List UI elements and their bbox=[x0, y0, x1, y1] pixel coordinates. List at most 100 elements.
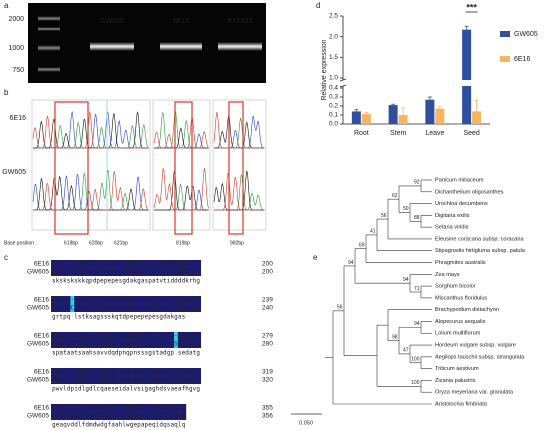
sequence-end: 356 bbox=[262, 413, 273, 420]
trace bbox=[213, 170, 265, 211]
highlight-box bbox=[174, 101, 193, 235]
error-bar bbox=[427, 96, 432, 100]
trace bbox=[153, 117, 209, 149]
error-bar bbox=[391, 103, 396, 106]
bootstrap-label: 94 bbox=[348, 260, 354, 266]
y-tick-label: 0.3 bbox=[329, 94, 338, 101]
y-tick-label: 0.0 bbox=[329, 121, 338, 128]
sequence-name: 6E16 bbox=[34, 405, 50, 412]
bootstrap-label: 62 bbox=[392, 193, 398, 199]
leaf-label: Dichanthelium oligosanthes bbox=[435, 189, 504, 195]
lane-label: BTX623 bbox=[227, 18, 252, 25]
ladder-label: 2000 bbox=[8, 16, 24, 23]
leaf-label: Zea mays bbox=[435, 272, 460, 278]
bar bbox=[398, 115, 408, 124]
axis-break-gap bbox=[339, 80, 490, 86]
lane-label: 6E16 bbox=[173, 18, 189, 25]
variant-highlight bbox=[70, 296, 75, 312]
sequence-name: 6E16 bbox=[34, 333, 50, 340]
leaf-label: Miscanthus floridulus bbox=[435, 295, 487, 301]
trace bbox=[33, 110, 149, 149]
bar bbox=[425, 99, 435, 124]
y-tick-label: 1.5 bbox=[329, 54, 338, 61]
sequence: SPATAATSAAHSAVVDQDPNQPNSSSGSTADGPSSEDATG bbox=[52, 341, 200, 348]
leaf-label: Sorghum bicolor bbox=[435, 284, 476, 290]
sequence-name: 6E16 bbox=[34, 297, 50, 304]
leaf-label: Stipagrostis hirtigluma subsp. patula bbox=[435, 248, 526, 254]
y-tick-label: 0.4 bbox=[329, 85, 338, 92]
leaf-label: Hordeum vulgare subsp. vulgare bbox=[435, 343, 516, 349]
sequence: SKSKSKSNKQPDPEPEPESGDAKGASPATVTIDDDDKRHG bbox=[52, 269, 200, 276]
sequence-name: 6E16 bbox=[34, 369, 50, 376]
bootstrap-label: 41 bbox=[370, 229, 376, 235]
y-tick-label: 0.2 bbox=[329, 103, 338, 110]
position-label: 819bp bbox=[176, 240, 190, 246]
leaf-label: Lolium multiflorum bbox=[435, 331, 481, 337]
consensus: geaqvddlfdmdwdgfaahlwgepapeqidqsaqlq bbox=[52, 422, 186, 429]
alignment-block bbox=[51, 368, 201, 384]
sequence: GRTPQ-LSTKSAGSSSKTNSKQTDPEPEPEPESGDAKGAS bbox=[52, 297, 200, 304]
bootstrap-label: 94 bbox=[403, 277, 409, 283]
leaf-label: Alopecurus aequalis bbox=[435, 319, 486, 325]
row-label: GW605 bbox=[2, 169, 26, 176]
legend-swatch bbox=[500, 56, 510, 62]
panel-label: c bbox=[4, 253, 8, 262]
y-tick-label: 1.0 bbox=[329, 75, 338, 82]
leaf-label: Zizania palustris bbox=[435, 378, 476, 384]
x-tick-label: Stem bbox=[390, 130, 407, 137]
position-label: 619bp bbox=[64, 240, 78, 246]
leaf-label: Eleusine coracana subsp. coracana bbox=[435, 236, 525, 242]
leaf-label: Phragmites australis bbox=[435, 260, 486, 266]
panel-label: d bbox=[316, 1, 320, 10]
bootstrap-label: 56 bbox=[337, 305, 343, 311]
bootstrap-label: 100 bbox=[411, 357, 420, 363]
ladder-label: 1000 bbox=[8, 45, 24, 52]
trace bbox=[33, 175, 149, 211]
leaf-label: Triticum aestivum bbox=[435, 366, 479, 372]
sequence-name: GW605 bbox=[27, 413, 49, 420]
y-tick-label: 2.0 bbox=[329, 33, 338, 40]
sequence: GRTPQCLSTKSAGSSSKTNSKQTDPEPEPEPESGDAKGAS bbox=[52, 305, 200, 312]
sequence-name: GW605 bbox=[27, 269, 49, 276]
bootstrap-label: 88 bbox=[414, 215, 420, 221]
bootstrap-label: 69 bbox=[359, 243, 365, 249]
trace bbox=[153, 167, 209, 211]
consensus: skskskskkqpdpepepesgdakgaspatvtiddddkrhg bbox=[52, 278, 200, 285]
sequence: SKSKSKSNKQPDPEPEPESGDAKGASPATVTIDDDDKRHG bbox=[52, 261, 200, 268]
sequence-end: 355 bbox=[262, 405, 273, 412]
bar bbox=[361, 114, 371, 124]
trace bbox=[154, 189, 209, 211]
lane-label: GW605 bbox=[100, 18, 124, 25]
ladder-label: 750 bbox=[12, 67, 24, 74]
sequence-name: GW605 bbox=[27, 341, 49, 348]
leaf-label: Aegilops tauschii subsp. strangulata bbox=[435, 354, 525, 360]
bootstrap-label: 71 bbox=[414, 286, 420, 292]
bar bbox=[462, 29, 472, 124]
consensus: grtpq lstksagssskqtdpepepepesgdakgas bbox=[52, 314, 186, 321]
sequence-name: 6E16 bbox=[34, 261, 50, 268]
error-bar bbox=[401, 107, 406, 115]
legend-label: GW605 bbox=[514, 31, 538, 38]
consensus: spataatsaahsavvdqdpnqpnsssgstadgp sedatg bbox=[52, 350, 200, 357]
trace bbox=[213, 112, 265, 149]
sequence: GEAQVDDLFDMDWDGFAAHLWGEPAPEQIDQSAQLQ bbox=[52, 413, 186, 420]
significance-label: *** bbox=[466, 2, 477, 12]
leaf-label: Digitaria exilis bbox=[435, 213, 470, 219]
sequence-end: 320 bbox=[262, 377, 273, 384]
bootstrap-label: 100 bbox=[411, 380, 420, 386]
bar bbox=[388, 105, 398, 124]
trace bbox=[32, 111, 149, 149]
scale-label: 0.050 bbox=[299, 420, 313, 426]
sequence-end: 200 bbox=[262, 269, 273, 276]
highlight-box bbox=[228, 101, 244, 235]
bar bbox=[435, 108, 445, 124]
sequence-end: 279 bbox=[262, 333, 273, 340]
panel-label: e bbox=[313, 253, 318, 262]
position-label: 621bp bbox=[114, 240, 128, 246]
panel-label: b bbox=[4, 88, 9, 97]
bootstrap-label: 98 bbox=[392, 334, 398, 340]
variant-highlight bbox=[174, 332, 178, 348]
error-bar bbox=[474, 100, 479, 112]
leaf-label: Oryza meyeriana var. granulata bbox=[435, 390, 514, 396]
